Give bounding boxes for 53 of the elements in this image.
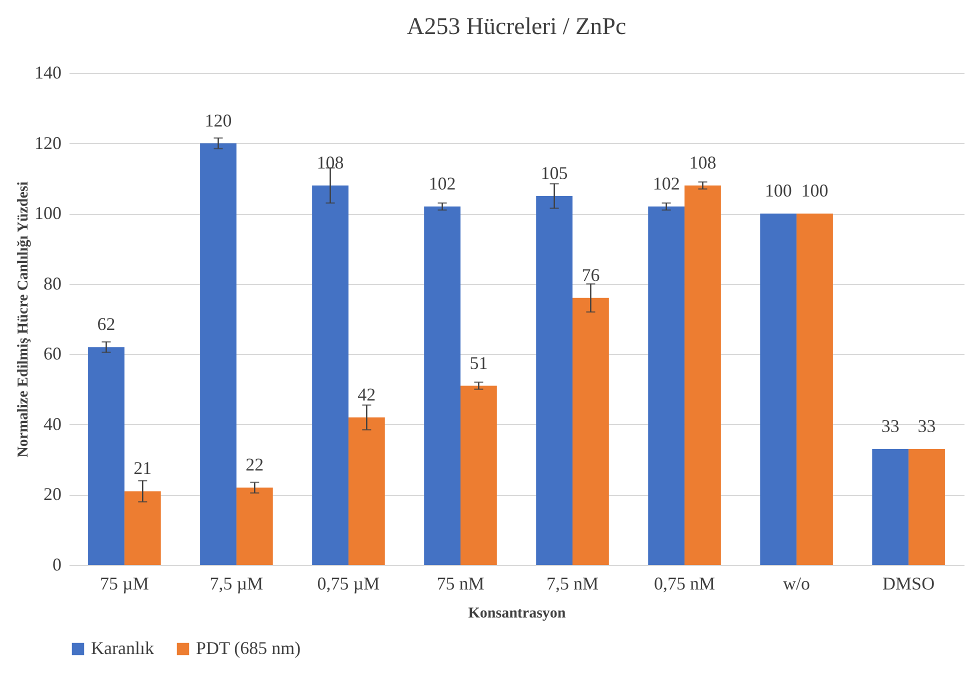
y-tick-label: 0 <box>52 554 62 574</box>
bar <box>312 185 348 565</box>
data-label: 100 <box>764 180 792 201</box>
data-label: 108 <box>689 152 716 172</box>
x-tick-label: 0,75 nM <box>654 574 716 594</box>
legend-label: Karanlık <box>91 638 154 658</box>
y-axis-title: Normalize Edilmiş Hücre Canlılığı Yüzdesi <box>16 182 32 458</box>
bar <box>796 214 833 565</box>
data-label: 33 <box>881 416 900 436</box>
data-label: 102 <box>652 174 680 194</box>
data-label: 108 <box>316 152 344 172</box>
bar <box>684 185 721 565</box>
x-axis-title: Konsantrasyon <box>468 606 566 622</box>
data-label: 76 <box>582 264 600 285</box>
bar <box>88 347 124 565</box>
chart-title: A253 Hücreleri / ZnPc <box>406 14 626 40</box>
data-label: 100 <box>801 180 828 201</box>
bar <box>908 449 945 565</box>
bar <box>200 143 236 565</box>
x-tick-label: 75 nM <box>436 574 484 594</box>
y-tick-label: 100 <box>34 203 62 224</box>
data-label: 120 <box>204 110 232 130</box>
data-label: 51 <box>470 352 488 373</box>
bar <box>572 298 609 565</box>
x-tick-label: 7,5 µM <box>210 574 264 594</box>
y-tick-label: 20 <box>44 484 62 504</box>
data-label: 33 <box>918 416 936 436</box>
data-label: 22 <box>246 454 264 475</box>
bar <box>424 206 460 565</box>
legend-label: PDT (685 nm) <box>196 638 301 658</box>
data-label: 105 <box>540 163 568 183</box>
bar <box>872 449 909 565</box>
bar <box>460 386 497 565</box>
bar <box>124 491 161 565</box>
data-label: 62 <box>97 314 116 334</box>
y-tick-label: 80 <box>44 273 62 294</box>
y-tick-label: 60 <box>44 344 62 364</box>
y-tick-label: 120 <box>34 132 62 153</box>
bar <box>236 488 273 565</box>
data-label: 102 <box>428 174 456 194</box>
data-label: 21 <box>134 458 152 478</box>
x-tick-label: 7,5 nM <box>546 574 599 594</box>
x-tick-label: 0,75 µM <box>317 574 380 594</box>
data-label: 42 <box>358 384 376 404</box>
x-tick-label: 75 µM <box>100 574 149 594</box>
x-tick-label: w/o <box>783 574 810 594</box>
bar <box>348 417 385 565</box>
y-tick-label: 140 <box>34 62 62 82</box>
bar <box>648 206 685 565</box>
x-tick-label: DMSO <box>882 574 935 594</box>
bar <box>536 196 573 565</box>
bar <box>760 214 797 565</box>
y-tick-label: 40 <box>44 414 62 434</box>
